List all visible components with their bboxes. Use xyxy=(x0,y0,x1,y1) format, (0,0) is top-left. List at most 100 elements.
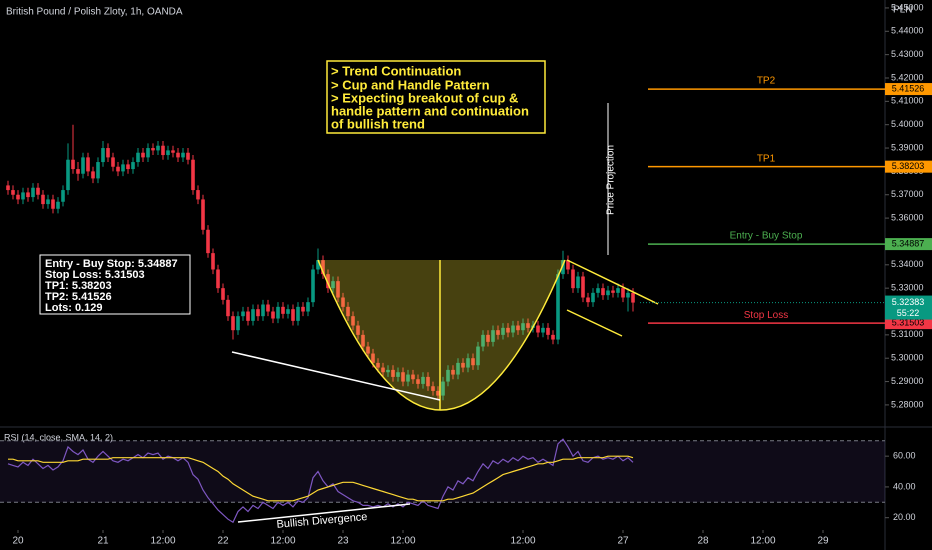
level-label: TP2 xyxy=(757,76,776,87)
x-tick-label: 27 xyxy=(617,536,629,547)
candle-body xyxy=(286,309,290,314)
candle-body xyxy=(91,171,95,179)
candle-body xyxy=(456,362,460,375)
candle-body xyxy=(366,346,370,354)
candle-body xyxy=(556,274,560,340)
candle-body xyxy=(591,292,595,303)
candle-body xyxy=(76,169,80,174)
y-tick-label: 60.00 xyxy=(893,451,916,461)
trade-box xyxy=(39,254,191,315)
candle-body xyxy=(31,187,35,198)
level-label: TP1 xyxy=(757,153,776,164)
candle-body xyxy=(516,325,520,331)
candle-body xyxy=(396,372,400,377)
candle-body xyxy=(106,148,110,158)
trade-line: Stop Loss: 5.31503 xyxy=(45,269,145,281)
candle-body xyxy=(136,152,140,163)
candle-body xyxy=(231,316,235,331)
candle-body xyxy=(306,302,310,312)
projection-label: Price Projection xyxy=(606,145,617,215)
candle-body xyxy=(101,148,105,163)
candle-body xyxy=(406,374,410,382)
candle-body xyxy=(16,194,20,200)
y-tick-label: 5.45000 xyxy=(891,2,924,12)
candle-body xyxy=(116,166,120,172)
candle-body xyxy=(446,369,450,382)
note-line: > Expecting breakout of cup & xyxy=(331,90,518,105)
candle-body xyxy=(586,297,590,303)
level-tag xyxy=(885,238,932,251)
x-tick-label: 23 xyxy=(337,536,349,547)
candle-body xyxy=(251,309,255,321)
x-tick-label: 12:00 xyxy=(510,536,535,547)
candle-body xyxy=(626,292,630,298)
candle-body xyxy=(581,276,585,298)
level-tag xyxy=(885,160,932,173)
y-tick-label: 5.31000 xyxy=(891,329,924,339)
trade-line: Entry - Buy Stop: 5.34887 xyxy=(45,258,178,270)
candle-body xyxy=(486,334,490,342)
candle-body xyxy=(336,281,340,298)
candle-body xyxy=(421,376,425,384)
candle-body xyxy=(606,290,610,296)
last-price-tag xyxy=(885,295,932,320)
last-price-label: 5.32383 xyxy=(892,297,925,307)
candle-body xyxy=(196,190,200,200)
candle-body xyxy=(256,309,260,317)
candle-body xyxy=(526,323,530,328)
candle-body xyxy=(21,192,25,200)
currency: PLN xyxy=(893,5,912,16)
candle-body xyxy=(466,358,470,368)
candle-body xyxy=(46,199,50,205)
candle-body xyxy=(326,274,330,289)
candle-body xyxy=(541,327,545,333)
candle-body xyxy=(351,316,355,326)
level-tag-label: 5.41526 xyxy=(892,83,925,93)
y-tick-label: 40.00 xyxy=(893,481,916,491)
candle-body xyxy=(496,330,500,335)
candle-body xyxy=(206,229,210,254)
candle-body xyxy=(511,325,515,333)
candle-body xyxy=(631,292,635,303)
candle-body xyxy=(111,157,115,167)
candle-body xyxy=(156,145,160,151)
candle-body xyxy=(376,362,380,368)
cup-curve xyxy=(317,259,566,411)
candle-body xyxy=(521,323,525,331)
candle-body xyxy=(121,164,125,172)
candle-body xyxy=(151,148,155,151)
y-tick-label: 5.43000 xyxy=(891,49,924,59)
y-tick-label: 5.33000 xyxy=(891,283,924,293)
candle-body xyxy=(86,157,90,172)
candle-body xyxy=(126,164,130,170)
y-tick-label: 5.37000 xyxy=(891,189,924,199)
candle-body xyxy=(411,374,415,380)
candle-body xyxy=(51,199,55,209)
candle-body xyxy=(246,311,250,321)
y-tick-label: 20.00 xyxy=(893,512,916,522)
note-line: > Trend Continuation xyxy=(331,63,461,78)
y-tick-label: 5.42000 xyxy=(891,72,924,82)
rsi-line xyxy=(8,455,634,502)
note-line: handle pattern and continuation xyxy=(331,103,529,118)
y-tick-label: 5.41000 xyxy=(891,96,924,106)
candle-body xyxy=(416,379,420,384)
x-tick-label: 29 xyxy=(817,536,829,547)
candle-body xyxy=(611,290,615,293)
candle-body xyxy=(281,306,285,314)
candle-body xyxy=(621,288,625,298)
candle-body xyxy=(371,353,375,363)
candle-body xyxy=(431,386,435,391)
y-tick-label: 5.39000 xyxy=(891,142,924,152)
handle-line xyxy=(566,259,659,305)
x-tick-label: 12:00 xyxy=(750,536,775,547)
x-tick-label: 20 xyxy=(12,536,24,547)
trade-line: TP1: 5.38203 xyxy=(45,280,112,292)
candle-body xyxy=(166,150,170,156)
trade-line: Lots: 0.129 xyxy=(45,302,102,314)
y-tick-label: 5.30000 xyxy=(891,353,924,363)
candle-body xyxy=(476,346,480,366)
candle-body xyxy=(271,311,275,319)
candle-body xyxy=(161,145,165,156)
symbol: British Pound / Polish Zloty, 1h, OANDA xyxy=(6,7,183,18)
